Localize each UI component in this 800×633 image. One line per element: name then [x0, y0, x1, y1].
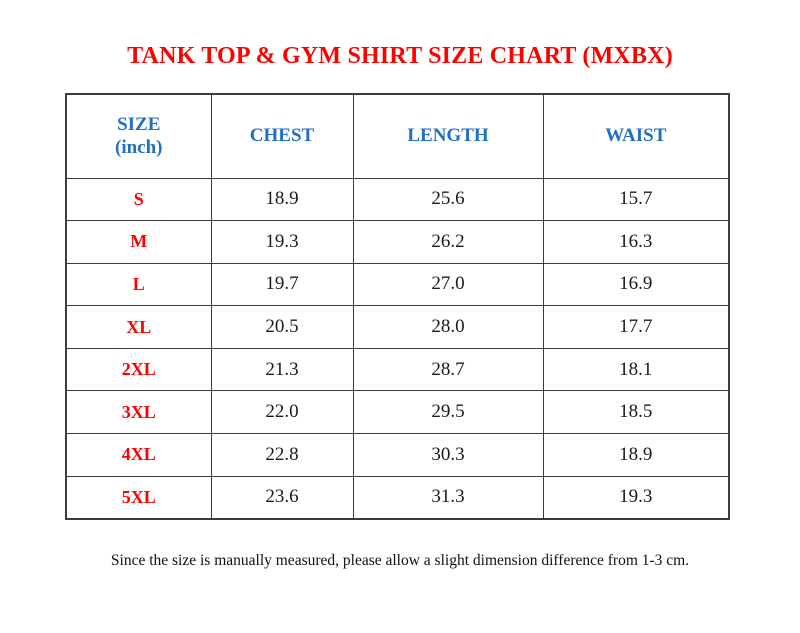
- chest-value: 22.8: [210, 433, 354, 477]
- waist-value: 15.7: [542, 177, 730, 222]
- col-header-size: SIZE (inch): [65, 93, 212, 179]
- table-row-m: M 19.3 26.2 16.3: [65, 220, 730, 264]
- size-label: M: [65, 220, 212, 264]
- table-row-3xl: 3XL 22.0 29.5 18.5: [65, 390, 730, 435]
- size-label: XL: [65, 305, 212, 349]
- chest-value: 18.9: [210, 177, 354, 222]
- waist-value: 18.1: [542, 347, 730, 392]
- chest-value: 19.3: [210, 220, 354, 264]
- chest-value: 20.5: [210, 305, 354, 349]
- table-row-s: S 18.9 25.6 15.7: [65, 177, 730, 222]
- length-value: 25.6: [352, 177, 544, 222]
- length-value: 26.2: [352, 220, 544, 264]
- col-header-size-line2: (inch): [115, 137, 163, 159]
- size-chart-table: SIZE (inch) CHEST LENGTH WAIST S 18.9 25.…: [65, 93, 730, 520]
- waist-value: 16.9: [542, 262, 730, 307]
- length-value: 30.3: [352, 433, 544, 477]
- col-header-chest: CHEST: [210, 93, 354, 179]
- col-header-waist: WAIST: [542, 93, 730, 179]
- chest-value: 19.7: [210, 262, 354, 307]
- table-row-4xl: 4XL 22.8 30.3 18.9: [65, 433, 730, 477]
- waist-value: 19.3: [542, 475, 730, 520]
- header-row: SIZE (inch) CHEST LENGTH WAIST: [65, 93, 730, 179]
- waist-value: 18.5: [542, 390, 730, 435]
- waist-value: 17.7: [542, 305, 730, 349]
- size-label: 3XL: [65, 390, 212, 435]
- length-value: 28.0: [352, 305, 544, 349]
- size-label: L: [65, 262, 212, 307]
- chest-value: 23.6: [210, 475, 354, 520]
- length-value: 28.7: [352, 347, 544, 392]
- col-header-size-line1: SIZE: [117, 113, 161, 135]
- table-row-2xl: 2XL 21.3 28.7 18.1: [65, 347, 730, 392]
- size-label: 5XL: [65, 475, 212, 520]
- chest-value: 22.0: [210, 390, 354, 435]
- table-row-xl: XL 20.5 28.0 17.7: [65, 305, 730, 349]
- size-label: 2XL: [65, 347, 212, 392]
- size-label: S: [65, 177, 212, 222]
- length-value: 29.5: [352, 390, 544, 435]
- waist-value: 18.9: [542, 433, 730, 477]
- chest-value: 21.3: [210, 347, 354, 392]
- length-value: 31.3: [352, 475, 544, 520]
- table-row-5xl: 5XL 23.6 31.3 19.3: [65, 475, 730, 520]
- length-value: 27.0: [352, 262, 544, 307]
- col-header-length: LENGTH: [352, 93, 544, 179]
- size-label: 4XL: [65, 433, 212, 477]
- table-row-l: L 19.7 27.0 16.9: [65, 262, 730, 307]
- footnote: Since the size is manually measured, ple…: [110, 552, 690, 569]
- waist-value: 16.3: [542, 220, 730, 264]
- page-title: TANK TOP & GYM SHIRT SIZE CHART (MXBX): [127, 43, 673, 69]
